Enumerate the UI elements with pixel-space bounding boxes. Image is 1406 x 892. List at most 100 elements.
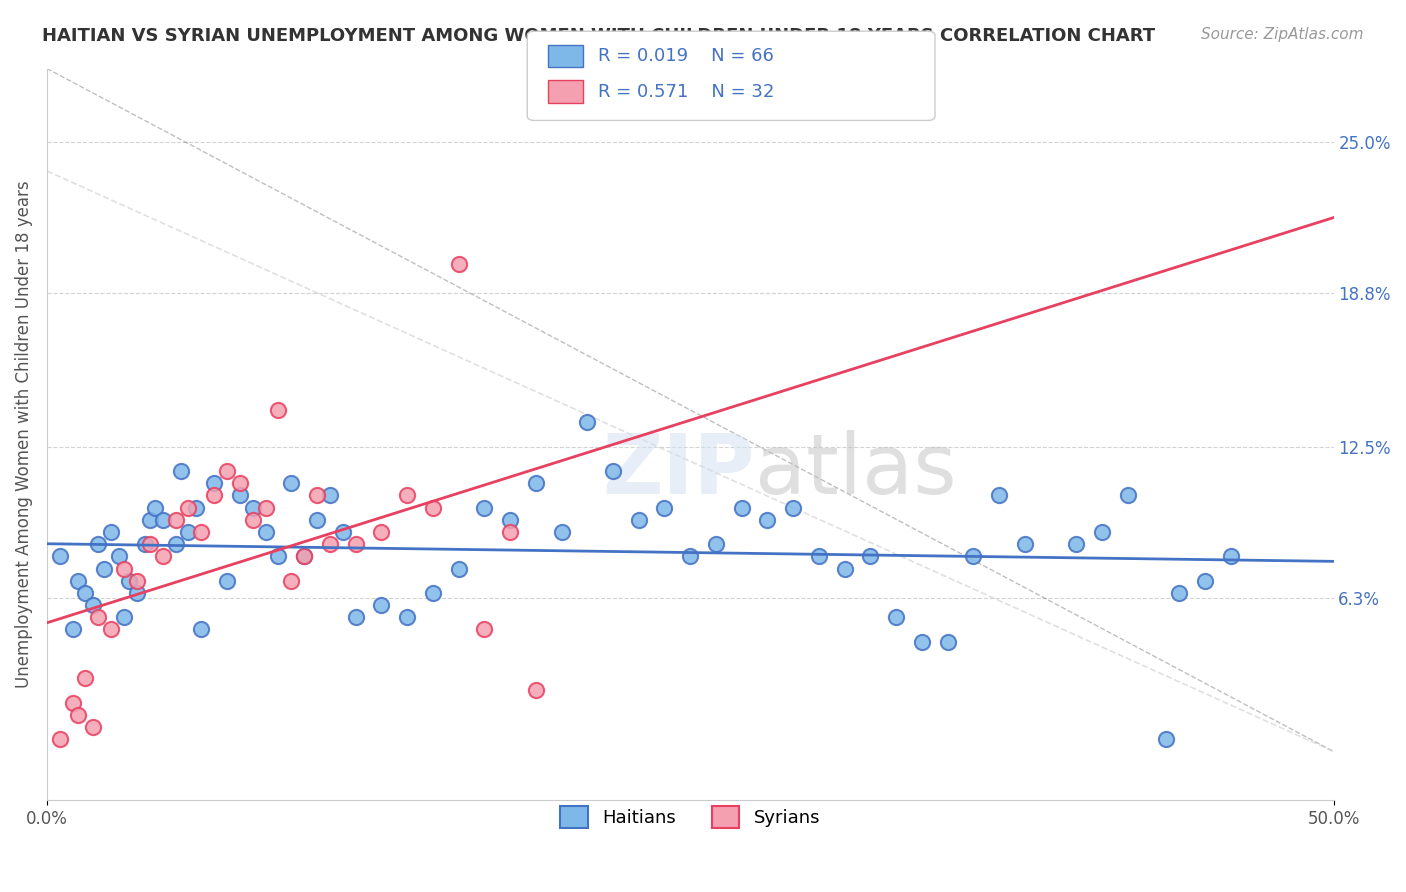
- Point: [344, 537, 367, 551]
- Point: [87, 537, 110, 551]
- Point: [679, 549, 702, 564]
- Point: [49, 732, 72, 747]
- Point: [627, 513, 650, 527]
- Point: [152, 549, 174, 564]
- Point: [190, 623, 212, 637]
- Point: [215, 464, 238, 478]
- Point: [1116, 488, 1139, 502]
- Point: [319, 488, 342, 502]
- Point: [292, 549, 315, 564]
- Point: [112, 561, 135, 575]
- Point: [108, 549, 131, 564]
- Point: [100, 524, 122, 539]
- Point: [319, 537, 342, 551]
- Point: [134, 537, 156, 551]
- Point: [472, 623, 495, 637]
- Point: [396, 488, 419, 502]
- Point: [125, 574, 148, 588]
- Point: [190, 524, 212, 539]
- Legend: Haitians, Syrians: Haitians, Syrians: [554, 798, 827, 835]
- Point: [344, 610, 367, 624]
- Point: [75, 586, 97, 600]
- Point: [215, 574, 238, 588]
- Point: [82, 598, 104, 612]
- Point: [936, 634, 959, 648]
- Point: [229, 488, 252, 502]
- Point: [576, 415, 599, 429]
- Point: [66, 574, 89, 588]
- Point: [112, 610, 135, 624]
- Point: [186, 500, 208, 515]
- Point: [731, 500, 754, 515]
- Point: [170, 464, 193, 478]
- Point: [267, 403, 290, 417]
- Point: [307, 513, 329, 527]
- Point: [911, 634, 934, 648]
- Point: [370, 524, 392, 539]
- Point: [447, 561, 470, 575]
- Point: [280, 574, 302, 588]
- Point: [1194, 574, 1216, 588]
- Point: [87, 610, 110, 624]
- Point: [524, 476, 547, 491]
- Point: [332, 524, 354, 539]
- Point: [472, 500, 495, 515]
- Point: [1219, 549, 1241, 564]
- Text: R = 0.571    N = 32: R = 0.571 N = 32: [598, 83, 773, 101]
- Y-axis label: Unemployment Among Women with Children Under 18 years: Unemployment Among Women with Children U…: [15, 180, 32, 689]
- Point: [62, 696, 84, 710]
- Point: [447, 257, 470, 271]
- Point: [307, 488, 329, 502]
- Point: [524, 683, 547, 698]
- Text: HAITIAN VS SYRIAN UNEMPLOYMENT AMONG WOMEN WITH CHILDREN UNDER 18 YEARS CORRELAT: HAITIAN VS SYRIAN UNEMPLOYMENT AMONG WOM…: [42, 27, 1156, 45]
- Point: [782, 500, 804, 515]
- Point: [1064, 537, 1087, 551]
- Point: [396, 610, 419, 624]
- Text: ZIP: ZIP: [602, 431, 755, 511]
- Text: R = 0.019    N = 66: R = 0.019 N = 66: [598, 47, 773, 65]
- Point: [1154, 732, 1177, 747]
- Point: [1014, 537, 1036, 551]
- Point: [292, 549, 315, 564]
- Point: [254, 524, 277, 539]
- Point: [267, 549, 290, 564]
- Point: [75, 671, 97, 685]
- Point: [422, 586, 444, 600]
- Point: [370, 598, 392, 612]
- Point: [143, 500, 166, 515]
- Point: [499, 524, 522, 539]
- Point: [165, 513, 187, 527]
- Point: [229, 476, 252, 491]
- Point: [177, 524, 200, 539]
- Point: [125, 586, 148, 600]
- Point: [756, 513, 779, 527]
- Point: [165, 537, 187, 551]
- Point: [1091, 524, 1114, 539]
- Point: [550, 524, 572, 539]
- Point: [1168, 586, 1191, 600]
- Point: [834, 561, 856, 575]
- Point: [82, 720, 104, 734]
- Point: [139, 513, 162, 527]
- Point: [100, 623, 122, 637]
- Point: [704, 537, 727, 551]
- Point: [254, 500, 277, 515]
- Point: [93, 561, 115, 575]
- Point: [962, 549, 984, 564]
- Point: [422, 500, 444, 515]
- Point: [152, 513, 174, 527]
- Point: [988, 488, 1011, 502]
- Point: [139, 537, 162, 551]
- Point: [654, 500, 676, 515]
- Point: [884, 610, 907, 624]
- Point: [49, 549, 72, 564]
- Point: [242, 500, 264, 515]
- Point: [242, 513, 264, 527]
- Point: [602, 464, 624, 478]
- Point: [118, 574, 141, 588]
- Point: [499, 513, 522, 527]
- Point: [202, 488, 225, 502]
- Point: [280, 476, 302, 491]
- Point: [807, 549, 830, 564]
- Point: [859, 549, 882, 564]
